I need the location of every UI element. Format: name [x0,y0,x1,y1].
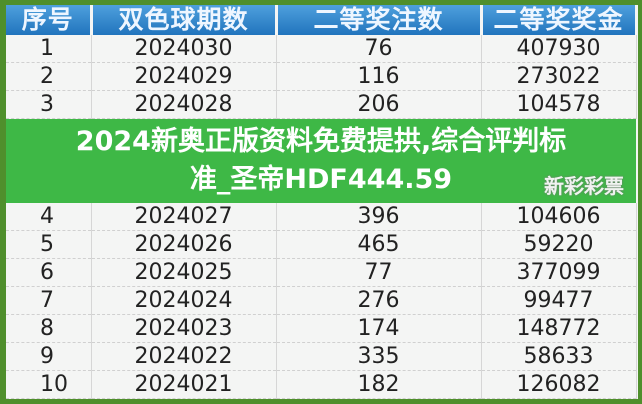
table-cell: 58633 [481,342,637,371]
table-cell: 3 [6,90,92,119]
column-header: 序号 [6,5,93,35]
banner-row: 2024新奥正版资料免费提拱,综合评判标准_圣帝HDF444.59 新彩彩票 [6,118,636,203]
table-cell: 1 [6,35,92,63]
table-cell: 116 [276,62,482,91]
table-row: 4 2024027 396 104606 [6,203,637,231]
table-cell: 276 [276,286,482,315]
column-header: 二等奖奖金 [481,5,638,35]
table-cell: 174 [276,314,482,343]
lottery-table: 序号 双色球期数 二等奖注数 二等奖奖金 1 2024030 76 407930 2 20240… [6,5,638,399]
table-cell: 8 [6,314,92,343]
table-cell: 76 [276,35,482,63]
table-cell: 182 [276,370,482,399]
table-cell: 273022 [481,62,637,91]
table-cell: 5 [6,230,92,259]
table-cell: 2024029 [91,62,277,91]
table-cell: 77 [276,258,482,287]
table-row: 7 2024024 276 99477 [6,286,637,315]
table-cell: 59220 [481,230,637,259]
banner-box: 2024新奥正版资料免费提拱,综合评判标准_圣帝HDF444.59 新彩彩票 [6,119,636,203]
table-row: 6 2024025 77 377099 [6,258,637,287]
table-cell: 2024021 [91,370,277,399]
table-cell: 206 [276,90,482,119]
table-row: 1 2024030 76 407930 [6,35,637,63]
table-cell: 2024028 [91,90,277,119]
title-banner: 2024新奥正版资料免费提拱,综合评判标准_圣帝HDF444.59 新彩彩票 [6,118,636,203]
watermark: 新彩彩票 [544,174,624,198]
table-row: 5 2024026 465 59220 [6,230,637,259]
table-cell: 396 [276,203,482,231]
table-cell: 2024024 [91,286,277,315]
table-cell: 335 [276,342,482,371]
table-cell: 377099 [481,258,637,287]
table-row: 3 2024028 206 104578 [6,90,637,119]
table-cell: 2024030 [91,35,277,63]
table-cell: 10 [6,370,92,399]
table-cell: 104578 [481,90,637,119]
table-cell: 2024027 [91,203,277,231]
banner-title: 2024新奥正版资料免费提拱,综合评判标准_圣帝HDF444.59 [75,126,567,195]
table-cell: 2024023 [91,314,277,343]
table-cell: 7 [6,286,92,315]
table-header-row: 序号 双色球期数 二等奖注数 二等奖奖金 [6,5,638,35]
table-row: 2 2024029 116 273022 [6,62,637,91]
column-header: 二等奖注数 [276,5,483,35]
table-cell: 6 [6,258,92,287]
table-row: 8 2024023 174 148772 [6,314,637,343]
table-row: 10 2024021 182 126082 [6,370,637,399]
table-cell: 2024026 [91,230,277,259]
table-cell: 126082 [481,370,637,399]
table-cell: 465 [276,230,482,259]
table-cell: 148772 [481,314,637,343]
table-cell: 2 [6,62,92,91]
table-cell: 407930 [481,35,637,63]
table-cell: 99477 [481,286,637,315]
table-cell: 4 [6,203,92,231]
table-cell: 2024022 [91,342,277,371]
table-cell: 9 [6,342,92,371]
lottery-table-image: 序号 双色球期数 二等奖注数 二等奖奖金 1 2024030 76 407930 2 20240… [6,0,638,404]
column-header: 双色球期数 [91,5,278,35]
table-cell: 2024025 [91,258,277,287]
table-cell: 104606 [481,203,637,231]
table-row: 9 2024022 335 58633 [6,342,637,371]
